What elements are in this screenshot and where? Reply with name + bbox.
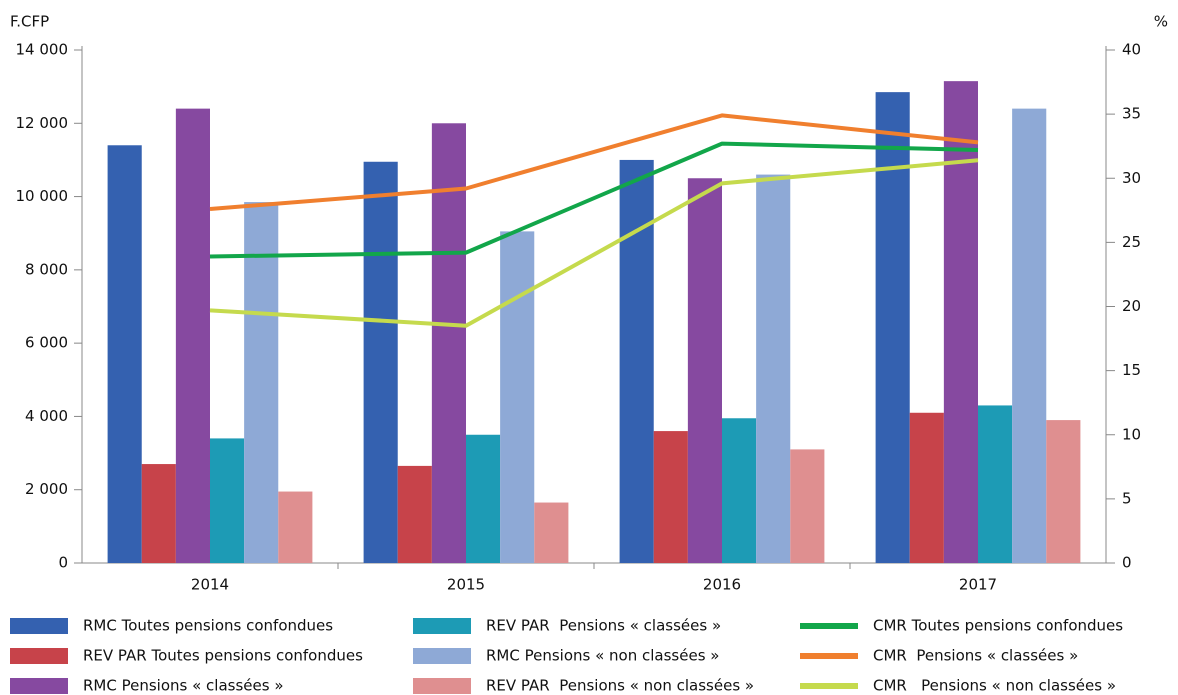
y-tick-label: 6 000 <box>25 334 68 352</box>
legend-swatch <box>10 618 68 634</box>
bar <box>875 92 910 563</box>
bar <box>756 174 791 564</box>
y-tick-label: 8 000 <box>25 260 68 278</box>
bar <box>909 412 944 563</box>
legend-swatch <box>413 678 471 694</box>
bar <box>107 145 142 563</box>
bar <box>790 449 825 563</box>
y-axis-unit: F.CFP <box>10 13 49 31</box>
y2-axis-unit: % <box>1154 13 1168 31</box>
line <box>209 113 979 212</box>
y2-tick-label: 30 <box>1122 169 1141 187</box>
y2-tick-label: 15 <box>1122 361 1141 379</box>
legend-swatch <box>10 648 68 664</box>
bar <box>619 159 654 563</box>
legend-label: CMR Pensions « classées » <box>873 647 1078 665</box>
bar <box>722 418 757 563</box>
bar <box>943 81 978 564</box>
y2-tick-label: 20 <box>1122 297 1141 315</box>
y-tick-label: 2 000 <box>25 480 68 498</box>
legend-label: RMC Toutes pensions confondues <box>83 617 333 635</box>
legend-swatch <box>413 618 471 634</box>
bar <box>363 161 398 563</box>
y2-tick-label: 0 <box>1122 554 1132 572</box>
y-tick-label: 12 000 <box>16 114 69 132</box>
bar <box>653 431 688 563</box>
legend-label: REV PAR Toutes pensions confondues <box>83 647 363 665</box>
bar <box>978 405 1013 563</box>
legend-label: REV PAR Pensions « classées » <box>486 617 721 635</box>
y2-tick-label: 10 <box>1122 425 1141 443</box>
y-tick-label: 10 000 <box>16 187 69 205</box>
bar <box>534 502 569 563</box>
bar <box>431 123 466 564</box>
legend-swatch <box>413 648 471 664</box>
legend-label: CMR Pensions « non classées » <box>873 677 1116 695</box>
x-tick-label: 2017 <box>959 576 997 594</box>
bar <box>397 465 432 563</box>
bar <box>175 108 210 563</box>
y-tick-label: 0 <box>58 554 68 572</box>
y2-tick-label: 25 <box>1122 233 1141 251</box>
y-tick-label: 14 000 <box>16 41 69 59</box>
bar <box>278 491 313 563</box>
line <box>209 141 979 259</box>
legend-label: RMC Pensions « non classées » <box>486 647 719 665</box>
bar <box>687 178 722 563</box>
bar <box>210 438 245 563</box>
bar <box>141 464 176 563</box>
bar <box>1012 108 1047 563</box>
bar <box>500 231 535 563</box>
legend-label: RMC Pensions « classées » <box>83 677 284 695</box>
legend-label: REV PAR Pensions « non classées » <box>486 677 754 695</box>
legend-swatch <box>10 678 68 694</box>
legend-label: CMR Toutes pensions confondues <box>873 617 1123 635</box>
y2-tick-label: 5 <box>1122 489 1132 507</box>
y2-tick-label: 35 <box>1122 105 1141 123</box>
bar <box>244 202 279 563</box>
line <box>209 158 979 328</box>
x-tick-label: 2015 <box>447 576 485 594</box>
y2-tick-label: 40 <box>1122 41 1141 59</box>
y-tick-label: 4 000 <box>25 407 68 425</box>
bar <box>466 434 501 563</box>
x-tick-label: 2016 <box>703 576 741 594</box>
x-tick-label: 2014 <box>191 576 229 594</box>
bar <box>1046 420 1081 563</box>
